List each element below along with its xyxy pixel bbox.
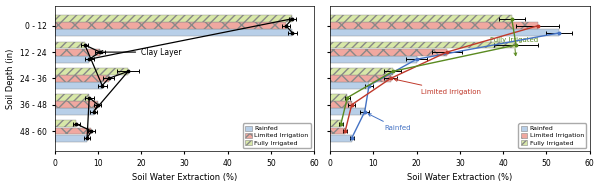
Bar — [330, 68, 393, 75]
Bar — [330, 101, 352, 108]
Bar — [55, 56, 89, 63]
Legend: Rainfed, Limited Irrigation, Fully Irrigated: Rainfed, Limited Irrigation, Fully Irrig… — [518, 123, 586, 148]
Bar — [330, 127, 345, 134]
Text: Rainfed: Rainfed — [368, 114, 410, 131]
Bar — [330, 22, 538, 29]
Bar — [55, 121, 76, 127]
Bar — [55, 22, 286, 29]
Bar — [55, 94, 89, 101]
Bar — [55, 127, 91, 134]
Bar — [330, 49, 447, 56]
Bar — [330, 94, 347, 101]
Text: Limited Irrigation: Limited Irrigation — [394, 78, 481, 95]
Text: Clay Layer: Clay Layer — [100, 48, 182, 57]
Text: Fully Irrigated: Fully Irrigated — [490, 37, 538, 56]
Y-axis label: Soil Depth (in): Soil Depth (in) — [5, 48, 14, 109]
Bar — [330, 121, 341, 127]
Bar — [330, 108, 365, 115]
Bar — [55, 82, 102, 89]
Bar — [330, 75, 391, 82]
Bar — [55, 15, 292, 22]
Bar — [55, 101, 98, 108]
Bar — [55, 42, 85, 49]
Bar — [330, 42, 516, 49]
Bar — [330, 56, 416, 63]
X-axis label: Soil Water Extraction (%): Soil Water Extraction (%) — [407, 174, 512, 182]
Bar — [55, 30, 292, 36]
Text: 1B: 1B — [556, 127, 572, 137]
Bar — [55, 49, 100, 56]
Text: 1A: 1A — [280, 127, 297, 137]
Legend: Rainfed, Limited Irrigation, Fully Irrigated: Rainfed, Limited Irrigation, Fully Irrig… — [243, 123, 311, 148]
Bar — [55, 68, 128, 75]
Bar — [330, 30, 559, 36]
X-axis label: Soil Water Extraction (%): Soil Water Extraction (%) — [132, 174, 237, 182]
Bar — [55, 108, 94, 115]
Bar — [330, 135, 352, 142]
Bar — [55, 135, 87, 142]
Bar — [55, 75, 109, 82]
Bar — [330, 15, 512, 22]
Bar — [330, 82, 369, 89]
